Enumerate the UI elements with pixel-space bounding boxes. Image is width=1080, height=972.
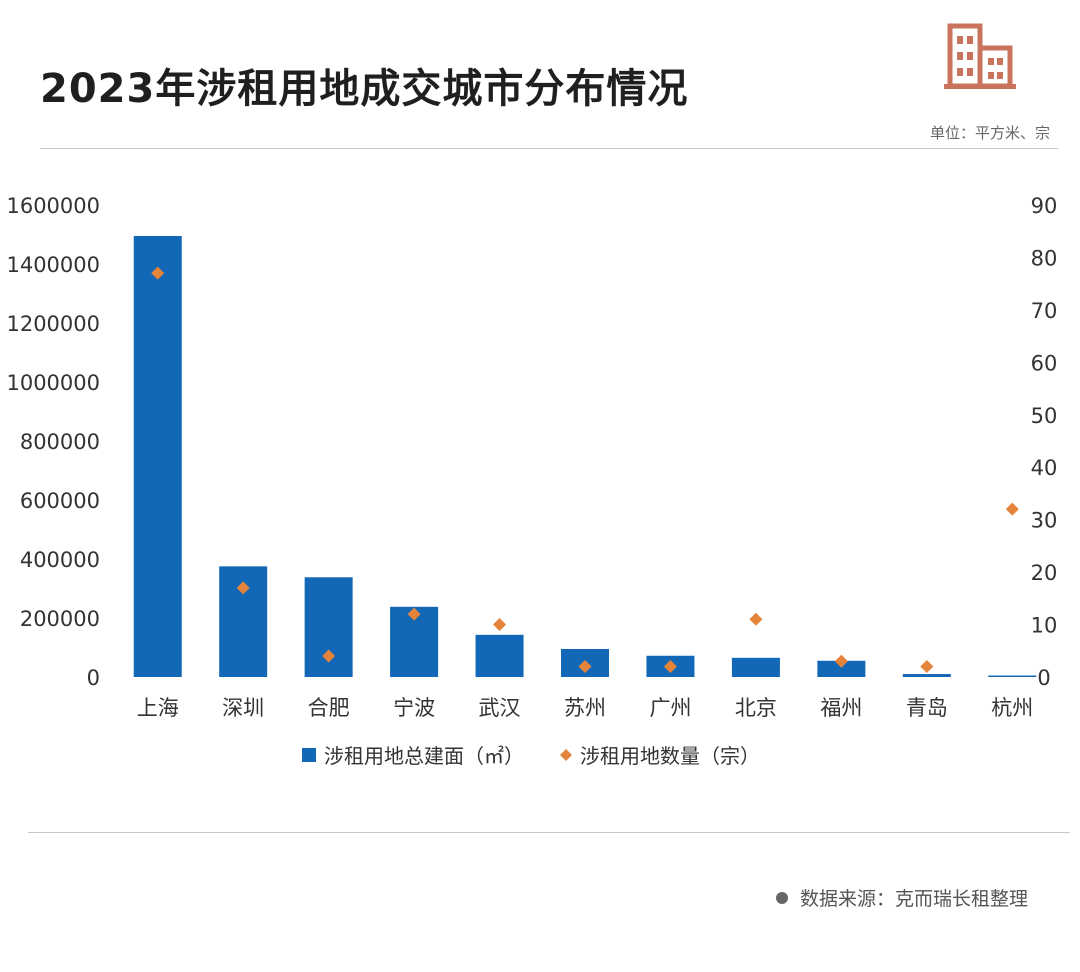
x-tick-label: 福州 <box>820 696 862 720</box>
y-left-tick-label: 0 <box>87 666 100 690</box>
y-left-tick-label: 600000 <box>20 489 100 513</box>
building-icon <box>944 23 1016 89</box>
x-tick-label: 宁波 <box>393 696 435 720</box>
data-point <box>151 266 165 280</box>
bullet-dot-icon <box>775 891 788 904</box>
y-left-tick-label: 800000 <box>20 430 100 454</box>
bar <box>902 674 951 677</box>
y-right-tick-label: 60 <box>1031 351 1058 375</box>
y-right-tick-label: 40 <box>1031 456 1058 480</box>
y-left-tick-label: 1200000 <box>6 312 100 336</box>
data-point <box>834 654 848 668</box>
data-point <box>236 581 250 595</box>
source-note: 数据来源：克而瑞长租整理 <box>775 884 1028 911</box>
bar <box>475 634 524 677</box>
x-tick-label: 杭州 <box>991 696 1033 720</box>
x-tick-label: 上海 <box>137 696 179 720</box>
y-right-tick-label: 70 <box>1031 299 1058 323</box>
y-right-tick-label: 50 <box>1031 404 1058 428</box>
x-tick-label: 合肥 <box>308 696 350 720</box>
data-point <box>663 660 677 674</box>
bar <box>133 235 182 677</box>
y-right-tick-label: 20 <box>1031 561 1058 585</box>
data-point <box>920 660 934 674</box>
y-left-tick-label: 1400000 <box>6 253 100 277</box>
legend-marker-swatch <box>560 749 572 761</box>
x-tick-label: 青岛 <box>906 696 948 720</box>
data-point <box>749 612 763 626</box>
unit-note: 单位：平方米、宗 <box>929 124 1050 142</box>
data-point <box>1005 502 1019 516</box>
legend-label: 涉租用地总建面（㎡） <box>324 744 524 768</box>
y-right-tick-label: 30 <box>1031 509 1058 533</box>
y-right-tick-label: 0 <box>1037 666 1050 690</box>
x-tick-label: 武汉 <box>479 696 521 720</box>
y-right-tick-label: 90 <box>1031 194 1058 218</box>
top-divider <box>40 148 1058 149</box>
y-left-tick-label: 400000 <box>20 548 100 572</box>
y-left-tick-label: 1000000 <box>6 371 100 395</box>
x-tick-label: 深圳 <box>222 696 264 720</box>
x-tick-label: 北京 <box>735 696 777 720</box>
data-point <box>578 660 592 674</box>
data-point <box>322 649 336 663</box>
x-tick-label: 苏州 <box>564 696 606 720</box>
bar <box>817 660 866 677</box>
chart-title: 2023年涉租用地成交城市分布情况 <box>40 66 689 112</box>
legend-bar-swatch <box>302 748 316 762</box>
y-left-tick-label: 200000 <box>20 607 100 631</box>
legend-label: 涉租用地数量（宗） <box>580 744 760 768</box>
bottom-divider <box>28 832 1070 833</box>
y-left-tick-label: 1600000 <box>6 194 100 218</box>
bar <box>731 657 780 677</box>
source-text: 数据来源：克而瑞长租整理 <box>799 888 1028 910</box>
data-point <box>493 618 507 632</box>
x-tick-label: 广州 <box>649 696 691 720</box>
bar <box>988 675 1037 677</box>
y-right-tick-label: 80 <box>1031 246 1058 270</box>
y-right-tick-label: 10 <box>1031 614 1058 638</box>
combo-chart: 0 200000 400000 600000 800000 1000000 1200000 1… <box>6 194 1058 768</box>
data-point <box>407 607 421 621</box>
